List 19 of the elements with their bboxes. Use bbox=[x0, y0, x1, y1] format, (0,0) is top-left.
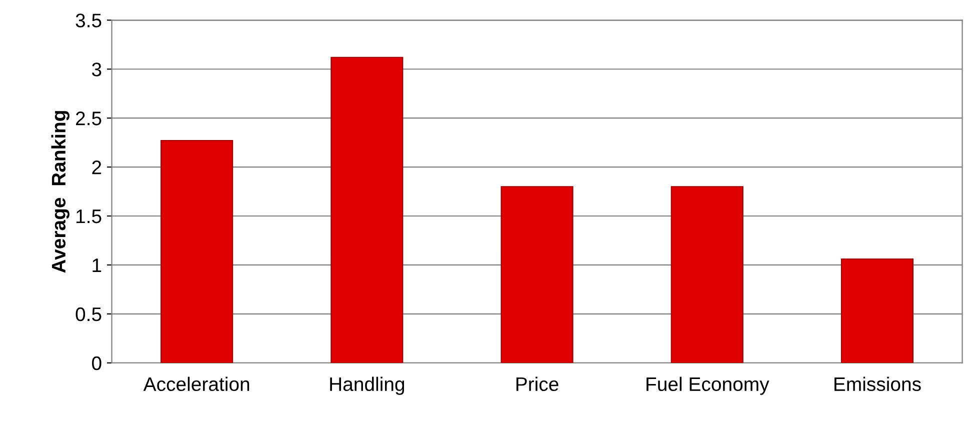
y-tick-label: 3.5 bbox=[76, 14, 102, 28]
y-tick-label: 3 bbox=[92, 62, 102, 76]
y-tick-label: 1.5 bbox=[76, 210, 102, 224]
bar bbox=[500, 186, 574, 363]
bar bbox=[840, 258, 914, 363]
bar bbox=[160, 140, 234, 363]
bar bbox=[670, 186, 744, 363]
x-tick-label: Handling bbox=[330, 376, 404, 395]
y-tick-label: 0.5 bbox=[76, 307, 102, 322]
x-tick-label: Acceleration bbox=[143, 376, 250, 392]
y-axis-title: Average Ranking bbox=[51, 111, 70, 273]
y-tick-label: 2 bbox=[92, 160, 102, 174]
y-tick-label: 2.5 bbox=[76, 112, 102, 126]
y-tick-label: 1 bbox=[92, 258, 102, 272]
bar bbox=[330, 56, 404, 363]
y-tick-label: 0 bbox=[92, 356, 102, 370]
x-tick-label: Emissions bbox=[834, 376, 921, 392]
x-tick-label: Fuel Economy bbox=[646, 376, 770, 395]
x-tick-label: Price bbox=[516, 376, 558, 392]
